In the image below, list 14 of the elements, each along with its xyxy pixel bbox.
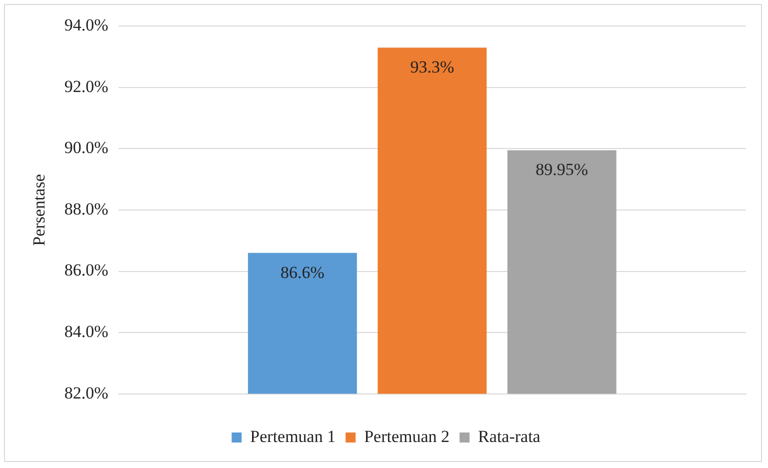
y-tick-label: 94.0% (64, 16, 108, 35)
y-tick-label: 82.0% (64, 383, 108, 402)
data-label: 93.3% (410, 58, 454, 77)
legend-label: Pertemuan 2 (364, 426, 450, 446)
legend-label: Pertemuan 1 (250, 426, 336, 446)
y-tick-label: 84.0% (64, 322, 108, 341)
y-tick-label: 86.0% (64, 260, 108, 280)
data-label: 86.6% (280, 262, 324, 282)
y-tick-label: 92.0% (64, 76, 108, 96)
data-label: 89.95% (536, 160, 588, 180)
legend-label: Rata-rata (478, 426, 541, 446)
y-tick-label: 88.0% (64, 199, 108, 218)
y-axis-title: Persentase (30, 174, 49, 246)
y-tick-label: 90.0% (64, 138, 108, 158)
